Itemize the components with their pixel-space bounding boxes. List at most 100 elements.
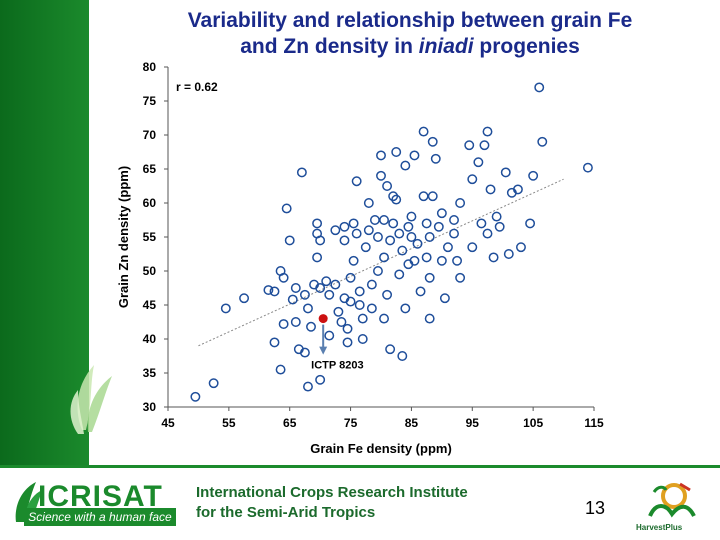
y-tick-label: 50 bbox=[143, 264, 157, 278]
data-point bbox=[373, 232, 383, 242]
data-point bbox=[290, 283, 301, 293]
data-point bbox=[394, 228, 405, 239]
data-point bbox=[449, 215, 459, 225]
data-point bbox=[421, 252, 432, 263]
data-point bbox=[534, 82, 545, 93]
data-point bbox=[324, 289, 335, 300]
data-point bbox=[427, 191, 438, 202]
left-green-bar bbox=[0, 0, 112, 465]
data-point bbox=[342, 323, 353, 334]
data-point bbox=[324, 330, 335, 341]
data-point bbox=[473, 157, 484, 168]
data-point bbox=[275, 364, 286, 375]
data-point bbox=[424, 313, 435, 324]
institute-name-line-2: for the Semi-Arid Tropics bbox=[196, 504, 376, 521]
y-tick-label: 45 bbox=[143, 298, 157, 312]
data-point bbox=[516, 242, 526, 253]
data-point bbox=[391, 194, 402, 205]
y-tick-label: 70 bbox=[143, 128, 157, 142]
y-tick-label: 60 bbox=[143, 196, 157, 210]
data-point bbox=[348, 255, 359, 266]
x-tick-label: 75 bbox=[344, 416, 358, 430]
data-point bbox=[269, 337, 280, 348]
icrisat-wordmark: ICRISAT bbox=[38, 480, 163, 513]
data-point bbox=[354, 286, 365, 297]
data-point bbox=[485, 184, 496, 195]
data-point bbox=[382, 181, 393, 191]
y-tick-label: 75 bbox=[143, 94, 157, 108]
data-point bbox=[479, 140, 490, 151]
data-point bbox=[528, 170, 539, 181]
x-tick-label: 95 bbox=[466, 416, 480, 430]
x-tick-label: 85 bbox=[405, 416, 419, 430]
data-point bbox=[360, 242, 371, 253]
data-point bbox=[424, 272, 435, 283]
y-tick-label: 40 bbox=[143, 332, 157, 346]
data-point bbox=[345, 296, 356, 307]
data-point bbox=[388, 218, 399, 229]
data-point bbox=[476, 218, 487, 229]
data-point bbox=[287, 294, 298, 305]
data-point bbox=[345, 272, 356, 283]
title-line-2-italic: iniadi bbox=[418, 35, 474, 58]
trend-line bbox=[198, 178, 564, 347]
data-point bbox=[385, 235, 396, 246]
page-number: 13 bbox=[585, 498, 606, 518]
data-point bbox=[436, 208, 447, 219]
data-point bbox=[303, 303, 313, 314]
data-point bbox=[366, 279, 377, 290]
data-point bbox=[290, 317, 301, 327]
data-point bbox=[299, 289, 310, 300]
data-point bbox=[376, 170, 386, 181]
data-point bbox=[336, 317, 347, 327]
data-point bbox=[373, 266, 383, 276]
correlation-annotation: r = 0.62 bbox=[176, 80, 218, 94]
highlight-label: ICTP 8203 bbox=[311, 360, 363, 372]
scatter-chart: ICTP 8203 45 55 65 75 85 95 105 115 30 35 40 45 50 55… bbox=[116, 60, 604, 456]
data-point bbox=[525, 218, 536, 229]
data-point bbox=[284, 235, 295, 246]
harvestplus-logo-icon bbox=[648, 482, 696, 518]
data-point bbox=[400, 303, 411, 314]
data-point bbox=[363, 225, 374, 236]
title-line-1: Variability and relationship between gra… bbox=[187, 9, 633, 32]
y-tick-label: 80 bbox=[143, 60, 157, 74]
data-point bbox=[263, 285, 274, 295]
data-point bbox=[397, 351, 408, 361]
institute-name-line-1: International Crops Research Institute bbox=[196, 484, 468, 501]
data-point bbox=[418, 191, 429, 202]
data-point bbox=[312, 252, 323, 263]
data-point bbox=[351, 228, 362, 239]
x-tick-label: 115 bbox=[584, 416, 604, 430]
footer bbox=[0, 465, 720, 540]
data-point bbox=[503, 249, 514, 259]
data-point bbox=[382, 289, 393, 300]
y-tick-label: 30 bbox=[143, 400, 157, 414]
data-point bbox=[330, 279, 341, 290]
x-tick-label: 45 bbox=[161, 416, 175, 430]
data-point bbox=[278, 319, 289, 329]
data-point bbox=[315, 283, 326, 293]
data-point bbox=[379, 313, 389, 324]
data-point bbox=[403, 221, 414, 232]
data-point bbox=[394, 269, 405, 280]
data-point bbox=[452, 255, 463, 266]
data-point bbox=[330, 225, 341, 236]
data-point bbox=[299, 347, 310, 358]
data-point bbox=[421, 218, 432, 229]
data-point bbox=[436, 255, 447, 266]
data-point bbox=[537, 136, 548, 147]
data-point bbox=[321, 276, 332, 287]
data-point bbox=[339, 221, 350, 232]
data-point bbox=[442, 242, 453, 253]
data-point bbox=[406, 211, 417, 222]
data-point bbox=[385, 344, 396, 355]
data-point bbox=[303, 381, 313, 392]
y-tick-label: 55 bbox=[143, 230, 157, 244]
data-point bbox=[464, 140, 475, 151]
data-point bbox=[467, 174, 478, 185]
data-point bbox=[512, 184, 523, 195]
x-tick-label: 105 bbox=[523, 416, 543, 430]
data-point bbox=[439, 293, 450, 304]
data-point bbox=[239, 293, 250, 304]
